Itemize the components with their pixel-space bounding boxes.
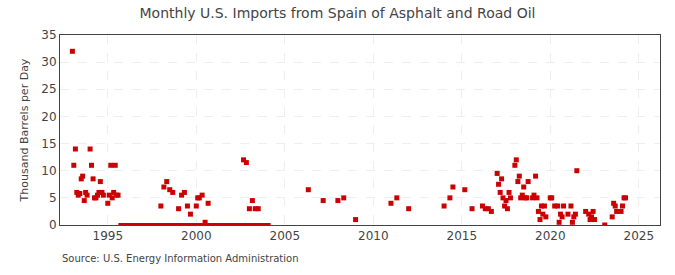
svg-text:1995: 1995	[93, 229, 124, 243]
svg-text:15: 15	[41, 137, 56, 151]
svg-text:Source: U.S. Energy Informatio: Source: U.S. Energy Information Administ…	[62, 253, 299, 264]
svg-text:2025: 2025	[623, 229, 654, 243]
svg-text:25: 25	[41, 82, 56, 96]
svg-text:Thousand Barrels per Day: Thousand Barrels per Day	[18, 58, 31, 202]
svg-text:30: 30	[41, 55, 56, 69]
svg-text:2010: 2010	[358, 229, 389, 243]
svg-text:2005: 2005	[270, 229, 301, 243]
svg-text:5: 5	[49, 191, 57, 205]
svg-text:2020: 2020	[535, 229, 566, 243]
svg-text:35: 35	[41, 28, 56, 42]
svg-text:0: 0	[49, 218, 57, 232]
svg-text:Monthly U.S. Imports from Spai: Monthly U.S. Imports from Spain of Aspha…	[140, 5, 536, 21]
svg-text:20: 20	[41, 110, 56, 124]
svg-text:10: 10	[41, 164, 56, 178]
svg-text:2000: 2000	[181, 229, 212, 243]
svg-text:2015: 2015	[446, 229, 477, 243]
